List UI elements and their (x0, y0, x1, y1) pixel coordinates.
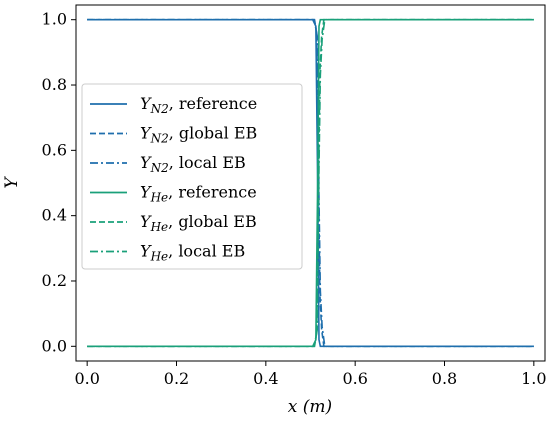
y-tick-label-2: 0.4 (42, 206, 67, 225)
y-tick-label-4: 0.8 (42, 75, 67, 94)
legend: YN2, reference YN2, global EB YN2, local E… (81, 83, 303, 270)
y-tick-label-0: 0.0 (42, 336, 67, 355)
series-line-2 (87, 18, 534, 348)
y-tick-label-3: 0.6 (42, 140, 67, 159)
legend-entry-2: YN2, local EB (140, 153, 246, 175)
series-line-5 (87, 18, 534, 348)
series-layer (87, 18, 534, 348)
x-axis-label: x (m) (288, 397, 332, 417)
y-tick-label-5: 1.0 (42, 10, 67, 29)
legend-entry-4: YHe, global EB (140, 212, 257, 234)
legend-entry-1: YN2, global EB (140, 124, 257, 146)
x-tick-label-4: 0.8 (432, 369, 457, 388)
ticks-layer: 0.0 0.2 0.4 0.6 0.8 1.0 0.0 0.2 0.4 0.6 0.8 1.0 (42, 10, 547, 388)
x-tick-label-3: 0.6 (342, 369, 367, 388)
legend-box (81, 83, 303, 270)
x-tick-label-5: 1.0 (521, 369, 546, 388)
legend-entry-5: YHe, local EB (140, 242, 245, 264)
axes-frame (75, 4, 546, 362)
legend-entry-0: YN2, reference (140, 94, 257, 116)
x-tick-label-0: 0.0 (74, 369, 99, 388)
x-tick-label-1: 0.2 (164, 369, 189, 388)
x-tick-label-2: 0.4 (253, 369, 278, 388)
y-tick-label-1: 0.2 (42, 271, 67, 290)
y-axis-label: Y (2, 176, 22, 189)
legend-entry-3: YHe, reference (140, 183, 257, 205)
